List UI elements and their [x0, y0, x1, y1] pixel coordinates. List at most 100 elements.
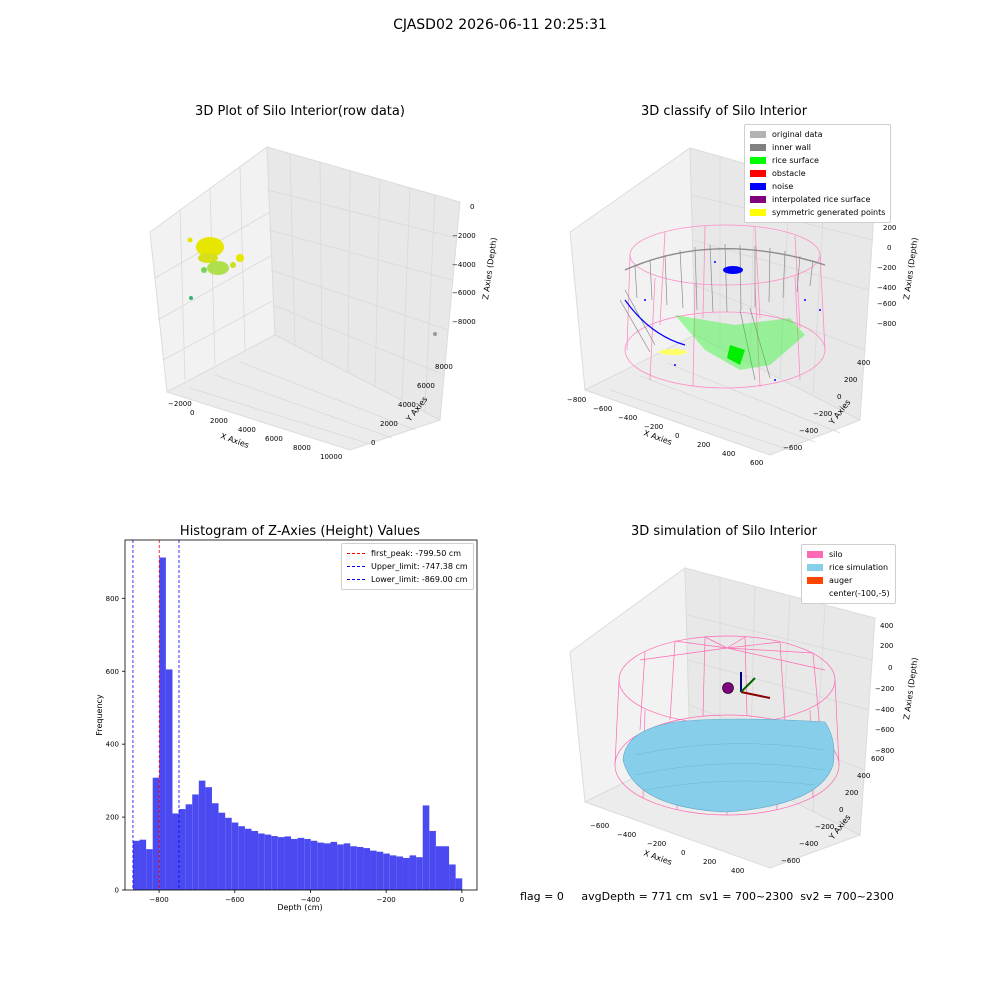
simulation-z-ticks: 400 200 0 −200 −400 −600 −800	[875, 622, 894, 755]
raw-x-tick: 8000	[293, 444, 311, 452]
legend-swatch	[807, 577, 823, 584]
classify-y-tick: −400	[799, 427, 818, 435]
legend-swatch	[750, 196, 766, 203]
simulation-z-tick: −600	[875, 726, 894, 734]
classify-z-axis-label: Z Axies (Depth)	[902, 237, 920, 300]
histogram-bar	[376, 851, 384, 890]
legend-entry-rice-surface: rice surface	[750, 154, 885, 167]
legend-label: center(-100,-5)	[829, 589, 890, 598]
legend-entry-first-peak: first_peak: -799.50 cm	[347, 547, 468, 560]
legend-label: interpolated rice surface	[772, 195, 871, 204]
legend-swatch	[807, 564, 823, 571]
raw-z-tick: −4000	[452, 261, 476, 269]
simulation-y-ticks: −600 −400 −200 0 200 400 600	[781, 755, 884, 865]
simulation-x-tick: 0	[681, 849, 685, 857]
histogram-bar	[172, 813, 180, 890]
histogram-y-tick-label: 400	[106, 741, 119, 749]
legend-line	[347, 553, 365, 554]
raw-y-tick: 8000	[435, 363, 453, 371]
legend-entry-upper-limit: Upper_limit: -747.38 cm	[347, 560, 468, 573]
raw-x-tick: 4000	[238, 426, 256, 434]
histogram-bar	[370, 850, 377, 890]
simulation-x-tick: 400	[731, 867, 744, 875]
histogram-bar	[244, 828, 252, 890]
legend-entry-auger: auger	[807, 574, 890, 587]
histogram-bar	[449, 864, 456, 890]
legend-entry-interpolated: interpolated rice surface	[750, 193, 885, 206]
histogram-bar	[422, 805, 430, 890]
simulation-z-tick: −200	[875, 685, 894, 693]
histogram-bar	[455, 878, 463, 890]
legend-label: Lower_limit: -869.00 cm	[371, 575, 468, 584]
histogram-bar	[402, 857, 410, 890]
classify-z-tick: 200	[883, 224, 896, 232]
simulation-y-tick: 600	[871, 755, 884, 763]
histogram-bar	[205, 787, 212, 890]
simulation-y-tick: −600	[781, 857, 800, 865]
raw-x-axis-label: X Axies	[219, 431, 250, 450]
histogram-reference-lines	[132, 540, 180, 890]
simulation-3d-plot: −600 −400 −200 0 200 400 −600 −400 −200 …	[569, 567, 920, 875]
simulation-y-tick: 400	[857, 772, 870, 780]
classify-x-tick: 600	[750, 459, 763, 467]
simulation-legend: silo rice simulation auger center(-100,-…	[801, 544, 896, 604]
histogram-bar	[225, 817, 232, 890]
histogram-bar	[192, 794, 199, 890]
histogram-bar	[159, 557, 166, 890]
histogram-bar	[317, 842, 324, 890]
histogram-bar	[185, 804, 193, 890]
histogram-bar	[271, 836, 278, 890]
simulation-z-tick: 200	[880, 642, 893, 650]
figure-title: CJASD02 2026-06-11 20:25:31	[393, 17, 607, 33]
histogram-y-tick-label: 600	[106, 668, 119, 676]
classify-symmetric-points	[659, 349, 687, 355]
raw-z-tick: −6000	[452, 289, 476, 297]
legend-label: noise	[772, 182, 794, 191]
histogram-frame	[124, 539, 478, 891]
histogram-bar	[337, 844, 344, 890]
legend-label: Upper_limit: -747.38 cm	[371, 562, 468, 571]
raw-3d-plot: −2000 0 2000 4000 6000 8000 10000 0 2000…	[149, 146, 499, 461]
legend-swatch	[750, 131, 766, 138]
legend-label: obstacle	[772, 169, 806, 178]
histogram-bar	[350, 846, 357, 890]
classify-z-tick: −400	[877, 284, 896, 292]
classify-inner-wall	[619, 243, 826, 381]
simulation-auger-axes	[722, 672, 771, 699]
legend-entry-inner-wall: inner wall	[750, 141, 885, 154]
histogram-bar	[139, 839, 147, 890]
histogram-x-tick-label: −800	[149, 896, 168, 904]
raw-y-tick: 2000	[380, 420, 398, 428]
legend-entry-symmetric: symmetric generated points	[750, 206, 885, 219]
simulation-x-ticks: −600 −400 −200 0 200 400	[590, 822, 744, 875]
classify-x-tick: −200	[644, 423, 663, 431]
raw-x-tick: 6000	[265, 435, 283, 443]
classify-y-tick: 0	[837, 393, 841, 401]
histogram-bar	[389, 855, 397, 890]
classify-noise	[624, 261, 821, 381]
legend-label: rice simulation	[829, 563, 889, 572]
histogram-title: Histogram of Z-Axies (Height) Values	[179, 524, 421, 539]
classify-x-tick: 0	[675, 432, 679, 440]
classify-x-tick: 200	[697, 441, 710, 449]
histogram-y-axis-label: Frequency	[95, 694, 104, 736]
classify-3d-plot: −800 −600 −400 −200 0 200 400 600 −600 −…	[567, 147, 920, 467]
legend-swatch	[750, 183, 766, 190]
legend-swatch	[807, 590, 823, 597]
legend-swatch	[750, 144, 766, 151]
histogram-axes: −800 −600 −400 −200 0 0 200 400 600 800	[106, 539, 478, 904]
simulation-y-tick: −400	[799, 840, 818, 848]
histogram-bar	[356, 846, 364, 890]
histogram-bar	[251, 830, 259, 890]
simulation-x-tick: 200	[703, 858, 716, 866]
histogram-bar	[330, 841, 338, 890]
histogram-bar	[304, 838, 311, 890]
histogram-bar	[132, 840, 140, 890]
histogram-bar	[198, 780, 206, 890]
raw-x-tick: 10000	[320, 453, 342, 461]
histogram-bar	[310, 840, 318, 890]
histogram-bar	[277, 837, 285, 890]
simulation-y-tick: 200	[845, 789, 858, 797]
legend-label: rice surface	[772, 156, 819, 165]
legend-label: original data	[772, 130, 823, 139]
